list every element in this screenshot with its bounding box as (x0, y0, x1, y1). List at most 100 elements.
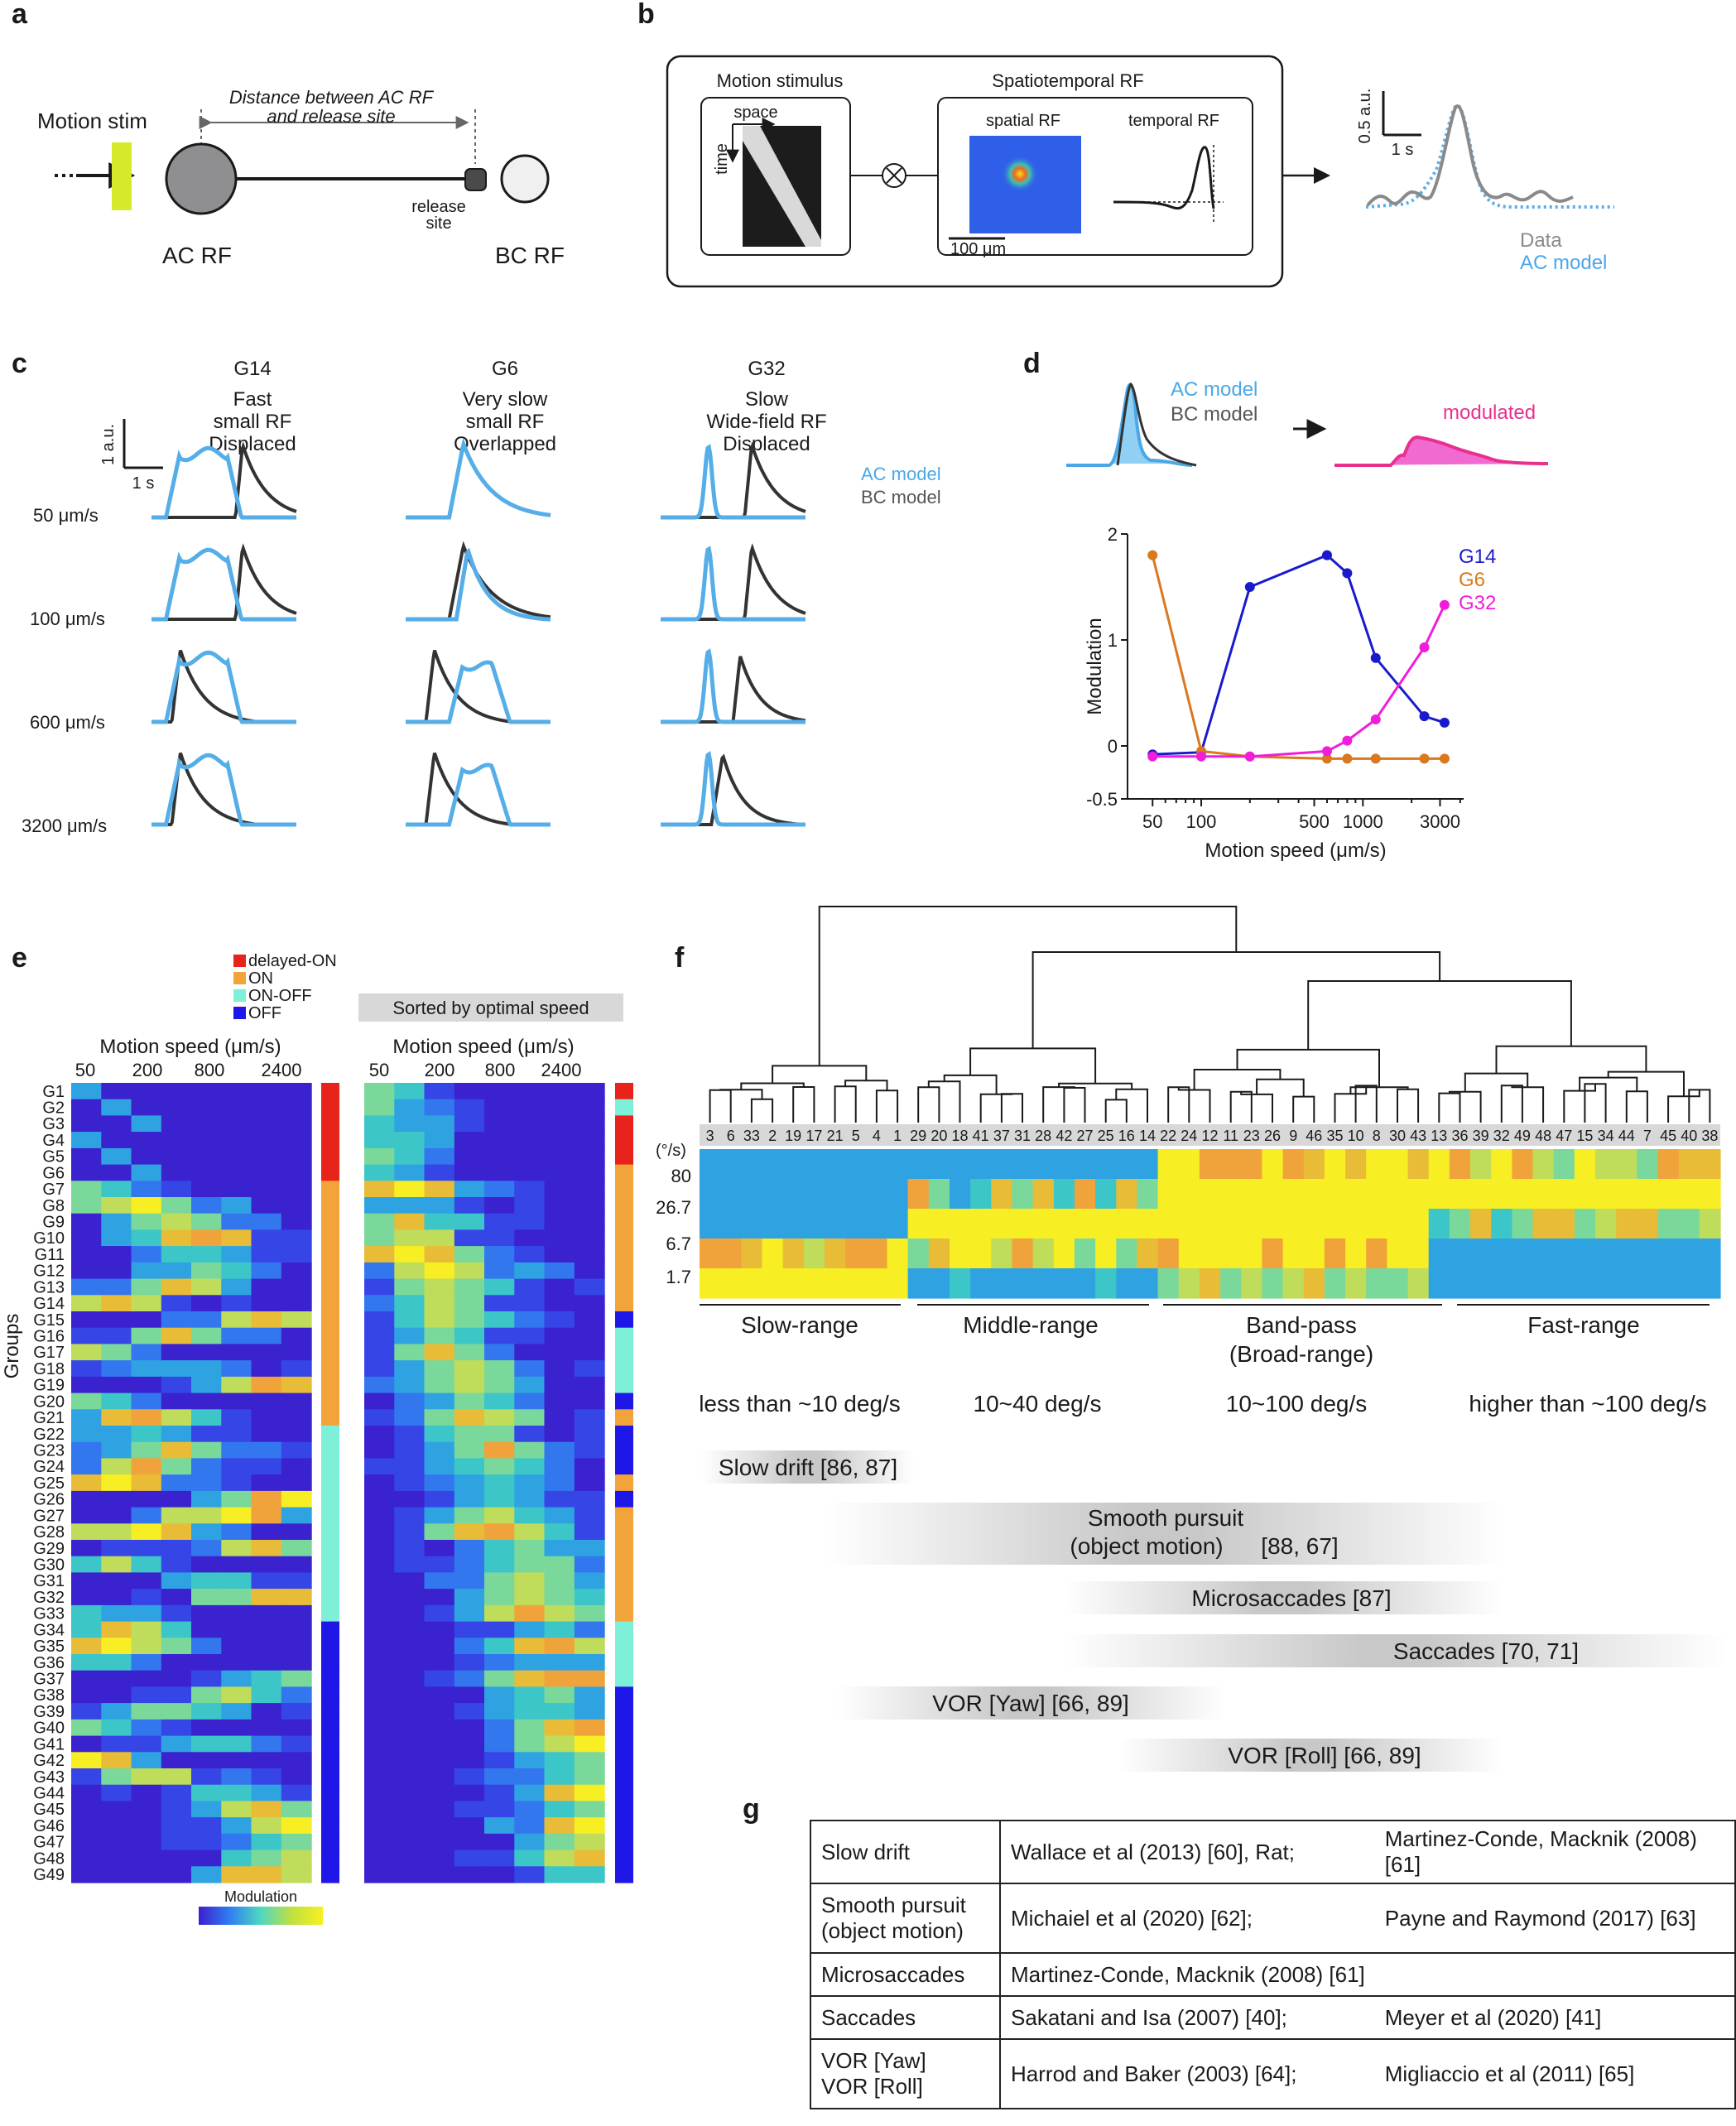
e-heat-cell (454, 1686, 485, 1704)
e-heat-cell (71, 1540, 102, 1557)
f-bar-label-2: (object motion) (1070, 1533, 1223, 1559)
e-heat-cell (364, 1458, 395, 1475)
e-heat-cell (574, 1409, 605, 1426)
e-heat-cell (514, 1817, 546, 1835)
e-heat-cell (454, 1262, 485, 1280)
e-heat-cell (71, 1638, 102, 1655)
d-xlabel: Motion speed (μm/s) (1205, 839, 1386, 862)
e-heat-cell (161, 1213, 192, 1230)
e-category-cell (321, 1849, 339, 1867)
e-heat-cell (281, 1392, 312, 1410)
c-speed-label: 50 μm/s (33, 505, 99, 526)
e-heat-cell (161, 1523, 192, 1541)
f-heat-cell (825, 1149, 846, 1180)
bc-rf-circle (500, 154, 550, 204)
ref-cell-1: Wallace et al (2013) [60], Rat; (999, 1820, 1375, 1884)
sorted-label-box (358, 993, 623, 1022)
f-heat-cell (1637, 1268, 1659, 1299)
e-heat-cell (281, 1327, 312, 1344)
f-heat-cell (1512, 1209, 1534, 1239)
f-heat-cell (887, 1179, 909, 1210)
e-heat-cell (454, 1392, 485, 1410)
d-point-G32 (1244, 751, 1255, 762)
c-ac-trace (151, 753, 296, 827)
e-heat-cell (454, 1164, 485, 1181)
f-leaf-label: 15 (1576, 1128, 1593, 1144)
table-row: VOR [Yaw] VOR [Roll] Harrod and Baker (20… (809, 2038, 1736, 2109)
f-leaf-label: 11 (1223, 1128, 1238, 1144)
e-heat-cell (161, 1458, 192, 1475)
ac-rf-circle (165, 142, 238, 215)
e-heat-cell (544, 1768, 575, 1786)
e-heat-cell (71, 1164, 102, 1181)
e-heat-cell (454, 1344, 485, 1361)
e-heat-cell (191, 1703, 222, 1720)
e-heat-cell (454, 1801, 485, 1818)
e-heat-cell (221, 1833, 252, 1851)
f-heat-cell (950, 1209, 971, 1239)
e-heat-cell (514, 1752, 546, 1769)
e-heat-cell (191, 1589, 222, 1606)
e-heat-cell (544, 1426, 575, 1443)
e-heat-cell (191, 1246, 222, 1263)
e-heat-cell (71, 1392, 102, 1410)
d-series-line-G14 (1152, 553, 1445, 756)
e-heat-cell (424, 1392, 455, 1410)
e-heat-cell (131, 1295, 162, 1312)
e-heat-cell (161, 1099, 192, 1116)
f-heat-cell (866, 1179, 888, 1210)
e-heat-cell (131, 1719, 162, 1737)
e-heat-cell (251, 1556, 282, 1573)
e-group-label: G30 (33, 1556, 65, 1575)
f-heat-cell (1512, 1268, 1534, 1299)
f-heat-cell (845, 1268, 867, 1299)
e-heat-cell (161, 1849, 192, 1867)
e-category-cell (321, 1083, 339, 1100)
f-leaf-label: 36 (1451, 1128, 1468, 1144)
e-heat-cell (281, 1262, 312, 1280)
e-heat-cell (364, 1752, 395, 1769)
e-heat-cell (71, 1523, 102, 1541)
f-heat-cell (1657, 1209, 1680, 1239)
e-heat-cell (424, 1801, 455, 1818)
e-heat-cell (364, 1262, 395, 1280)
e-heat-cell (71, 1458, 102, 1475)
e-heat-cell (281, 1735, 312, 1753)
f-dendro-link (1167, 1086, 1190, 1123)
e-heat-cell (454, 1638, 485, 1655)
d-series-line-G32 (1152, 604, 1446, 758)
panel-f-label: f (675, 942, 685, 974)
e-heat-cell (514, 1295, 546, 1312)
e-category-cell-sorted (615, 1719, 633, 1737)
f-heat-cell (1407, 1239, 1430, 1269)
c-bc-trace (151, 441, 297, 519)
e-heat-cell (191, 1327, 222, 1344)
e-heat-cell (514, 1458, 546, 1475)
f-heat-cell (928, 1149, 950, 1180)
e-heat-cell (424, 1719, 455, 1737)
f-heat-cell (907, 1209, 930, 1239)
e-heat-cell (544, 1083, 575, 1100)
e-heat-cell (101, 1507, 132, 1524)
f-leaf-label: 33 (743, 1128, 760, 1144)
f-heat-cell (1178, 1209, 1200, 1239)
e-heat-cell (71, 1262, 102, 1280)
e-heat-cell (364, 1784, 395, 1801)
e-heat-cell (71, 1784, 102, 1801)
e-heat-cell (101, 1817, 132, 1835)
panel-c-label: c (12, 348, 27, 379)
e-category-cell (321, 1229, 339, 1247)
e-heat-cell (574, 1164, 605, 1181)
e-heat-cell (514, 1507, 546, 1524)
e-heat-cell (221, 1246, 252, 1263)
e-heat-cell (71, 1866, 102, 1883)
c-group-title: G14 (233, 358, 271, 380)
e-heat-cell (281, 1181, 312, 1198)
e-heat-cell (394, 1604, 426, 1623)
e-heat-cell (131, 1556, 162, 1573)
e-heat-cell (221, 1686, 252, 1704)
f-heat-cell (1116, 1149, 1138, 1180)
d-point-G32 (1419, 642, 1430, 652)
e-heat-cell (424, 1344, 455, 1361)
e-category-cell (321, 1409, 339, 1426)
